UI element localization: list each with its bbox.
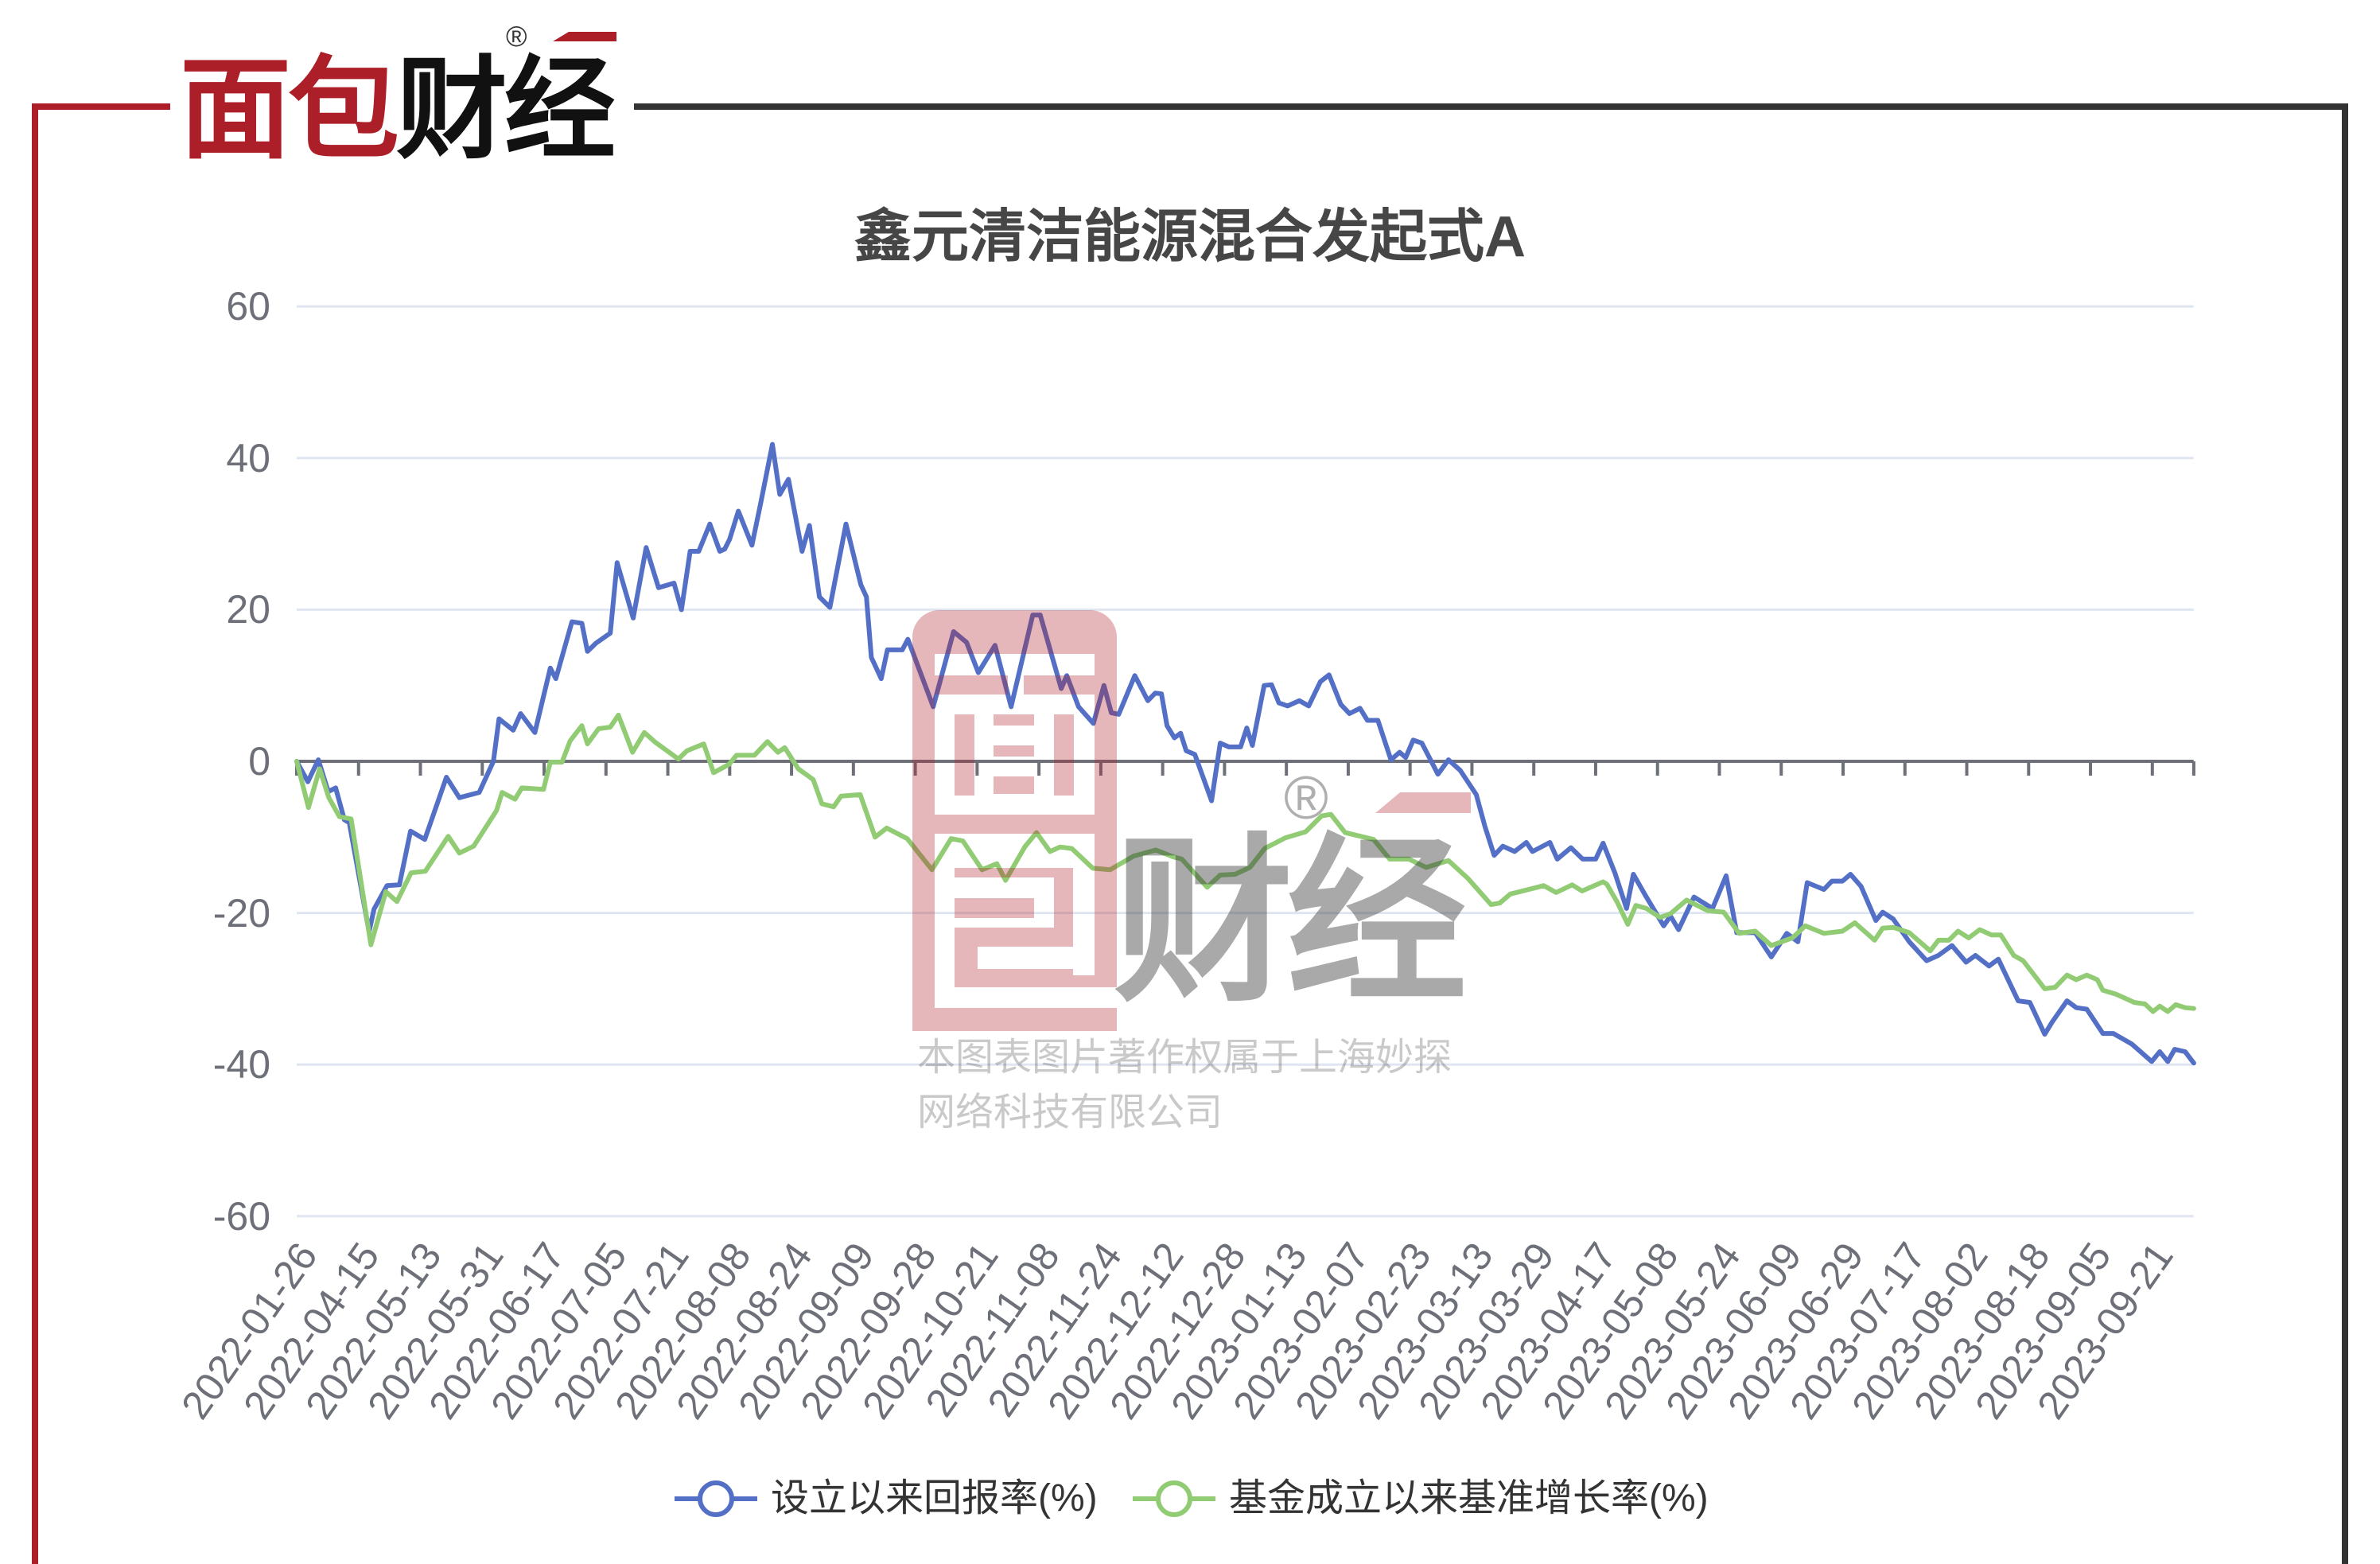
y-axis-tick-label: 20 [226, 587, 270, 632]
y-axis-tick-label: -60 [212, 1193, 270, 1239]
legend-label: 基金成立以来基准增长率(%) [1229, 1477, 1709, 1519]
y-axis-tick-label: 0 [248, 739, 270, 784]
frame-left-red-border [32, 103, 38, 1564]
legend-label: 设立以来回报率(%) [771, 1477, 1098, 1519]
logo-accent-bar [553, 32, 616, 41]
watermark-accent-bar [1375, 792, 1471, 813]
watermark-copyright-line-2: 网络科技有限公司 [917, 1091, 1223, 1134]
watermark-logo-text: 财经 [1114, 821, 1467, 1022]
series-line-benchmark-growth [294, 712, 2196, 1014]
y-axis-tick-label: 40 [226, 435, 270, 480]
x-axis [295, 760, 2195, 776]
frame-top-left-red-rule [32, 103, 170, 110]
watermark-registered-mark-icon: ® [1284, 764, 1328, 832]
legend-item-benchmark-growth[interactable]: 基金成立以来基准增长率(%) [1133, 1476, 1709, 1521]
frame-right-dark-border [2342, 103, 2348, 1564]
legend-item-fund-return[interactable]: 设立以来回报率(%) [675, 1476, 1098, 1521]
watermark-red-block [912, 610, 1117, 1031]
line-circle-marker-icon [675, 1480, 757, 1517]
y-axis-tick-label: -20 [212, 890, 270, 936]
watermark-logo-mark-icon [912, 610, 1117, 1031]
y-axis-tick-label: 60 [226, 284, 270, 329]
y-axis-tick-label: -40 [212, 1042, 270, 1087]
watermark-copyright-line-1: 本图表图片著作权属于上海妙探 [917, 1037, 1452, 1079]
frame-top-dark-rule [634, 103, 2348, 110]
line-circle-marker-icon [1133, 1480, 1215, 1517]
brand-logo: 面包财经 [180, 54, 616, 165]
logo-text-red: 面包 [180, 47, 399, 172]
chart-title: 鑫元清洁能源混合发起式A [854, 205, 1526, 269]
registered-mark-icon: ® [506, 20, 527, 53]
series-lines [294, 442, 2196, 1066]
series-line-fund-return [294, 442, 2196, 1066]
logo-text-black: 财经 [396, 47, 616, 172]
